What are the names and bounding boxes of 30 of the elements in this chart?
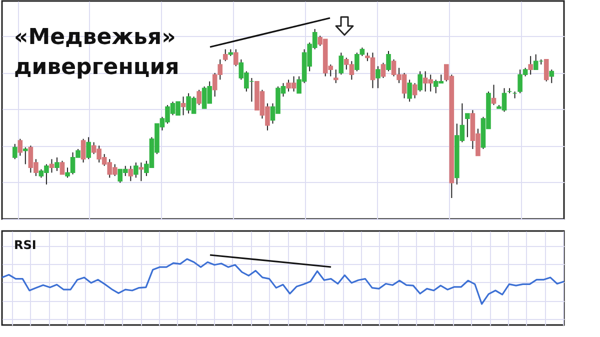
candlestick [333, 69, 338, 84]
candlestick [528, 56, 533, 76]
candlestick [376, 66, 380, 89]
candlestick [491, 84, 496, 106]
candlestick [180, 96, 186, 116]
candlestick [412, 82, 418, 99]
candlestick [380, 62, 386, 79]
chart-title: RSI [14, 238, 36, 252]
candlestick [49, 158, 54, 174]
candlestick [60, 160, 65, 175]
candlestick [86, 136, 91, 160]
candlestick [80, 138, 86, 164]
candlestick [386, 50, 391, 72]
candlestick [128, 165, 134, 182]
candlestick [54, 156, 60, 172]
text: «Медвежья» дивергенция [14, 25, 180, 80]
candlestick [549, 69, 554, 84]
candlestick [138, 162, 144, 182]
candlestick [12, 143, 18, 160]
candlestick [338, 52, 344, 76]
candlestick [465, 113, 470, 138]
candlestick [544, 58, 549, 82]
candlestick [418, 70, 422, 92]
candlestick [234, 48, 238, 67]
candlestick [222, 48, 228, 62]
candlestick [196, 89, 202, 106]
candlestick [18, 138, 23, 156]
candlestick [407, 79, 412, 102]
candlestick [23, 146, 28, 165]
candlestick [134, 162, 138, 178]
